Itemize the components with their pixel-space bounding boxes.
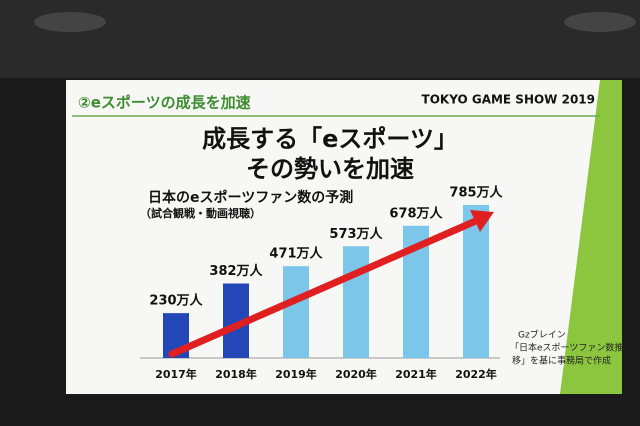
headline: その勢いを加速 — [246, 155, 414, 183]
chart-subtitle: （試合観戦・動画視聴） — [140, 206, 261, 220]
x-tick-label: 2019年 — [275, 367, 317, 381]
x-tick-label: 2020年 — [335, 367, 377, 381]
value-label: 382万人 — [209, 263, 263, 279]
headline: 成長する「eスポーツ」 — [202, 125, 458, 153]
x-tick-label: 2022年 — [455, 367, 497, 381]
value-label: 230万人 — [149, 293, 203, 309]
value-label: 471万人 — [269, 246, 323, 262]
source: Gzブレイン — [518, 329, 566, 341]
bar — [283, 266, 309, 358]
event-name: TOKYO GAME SHOW 2019 — [422, 93, 595, 107]
section-title: ②eスポーツの成長を加速 — [78, 94, 251, 112]
light — [34, 12, 106, 32]
ceiling — [0, 0, 640, 78]
green-accent — [560, 80, 622, 394]
bar — [463, 204, 489, 358]
value-label: 678万人 — [389, 205, 443, 221]
source: 「日本eスポーツファン数推 — [510, 342, 623, 354]
x-tick-label: 2021年 — [395, 367, 437, 381]
light — [564, 12, 636, 32]
trend-arrow — [168, 216, 482, 358]
arrow-head — [470, 210, 494, 232]
x-tick-label: 2017年 — [155, 367, 197, 381]
bars: 230万人 2017年 382万人 2018年 471万人 2019年 573万人 2020年… — [149, 184, 503, 381]
value-label: 573万人 — [329, 226, 383, 242]
source: 移」を基に事務局で作成 — [512, 355, 611, 367]
bar — [343, 246, 369, 358]
chart-title: 日本のeスポーツファン数の予測 — [148, 189, 353, 206]
x-tick-label: 2018年 — [215, 367, 257, 381]
value-label: 785万人 — [449, 184, 503, 200]
